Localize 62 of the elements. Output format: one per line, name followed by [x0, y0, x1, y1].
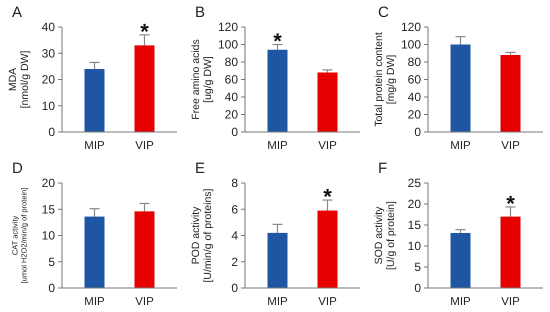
y-tick-label: 40	[42, 20, 56, 34]
y-tick-label: 0	[48, 125, 56, 140]
x-tick-label: MIP	[84, 296, 106, 308]
y-tick-label: 80	[224, 55, 238, 70]
y-tick-label: 0	[414, 281, 422, 296]
x-tick-label: VIP	[135, 140, 154, 152]
y-tick-label: 4	[231, 228, 238, 243]
y-tick-label: 15	[42, 202, 56, 216]
y-tick-label: 10	[408, 239, 422, 254]
x-tick-label: VIP	[501, 296, 520, 308]
y-tick-label: 30	[42, 46, 56, 60]
y-axis-title: MDA [nmol/g DW]	[7, 50, 31, 108]
y-tick-label: 100	[218, 38, 238, 52]
x-tick-label: MIP	[450, 296, 472, 308]
x-tick-label: MIP	[267, 296, 288, 308]
y-tick-label: 40	[408, 90, 422, 104]
x-tick-label: VIP	[318, 140, 338, 152]
y-tick-label: 6	[231, 202, 238, 216]
x-tick-label: VIP	[318, 296, 338, 308]
y-tick-label: 80	[408, 55, 422, 70]
annotation: *	[140, 18, 150, 44]
chart-title: A	[12, 4, 22, 21]
y-tick-label: 10	[42, 98, 56, 113]
y-tick-label: 20	[224, 108, 238, 122]
y-tick-label: 20	[408, 197, 422, 212]
y-tick-label: 0	[231, 125, 238, 140]
y-axis-title: Free amino acids [ug/g DW]	[190, 39, 214, 120]
y-tick-label: 5	[48, 254, 56, 269]
y-tick-label: 120	[218, 20, 238, 34]
y-tick-label: 0	[231, 281, 238, 296]
annotation: *	[273, 28, 282, 54]
x-tick-label: VIP	[135, 296, 154, 308]
y-tick-label: 20	[408, 108, 422, 122]
y-axis-title: SOD activity [U/g of protein]	[373, 200, 397, 270]
annotation: *	[506, 190, 516, 216]
y-tick-label: 60	[408, 72, 422, 87]
annotation: *	[323, 184, 332, 209]
x-tick-label: VIP	[501, 140, 520, 152]
y-axis-title: POD activity [U/min/g of proteins]	[190, 188, 214, 282]
y-tick-label: 100	[400, 38, 422, 52]
y-tick-label: 2	[231, 254, 238, 269]
y-tick-label: 8	[231, 176, 238, 190]
y-tick-label: 15	[408, 218, 422, 232]
chart-title: E	[195, 160, 206, 177]
y-tick-label: 20	[42, 72, 56, 87]
chart-title: C	[378, 4, 389, 21]
y-tick-label: 10	[42, 228, 56, 243]
x-tick-label: MIP	[450, 140, 472, 152]
chart-title: B	[195, 4, 206, 21]
y-tick-label: 0	[48, 281, 56, 296]
y-tick-label: 120	[400, 20, 422, 34]
y-tick-label: 0	[414, 125, 422, 140]
y-tick-label: 60	[224, 72, 238, 87]
x-tick-label: MIP	[84, 140, 106, 152]
x-tick-label: MIP	[267, 140, 288, 152]
y-tick-label: 5	[414, 260, 422, 274]
y-tick-label: 20	[42, 176, 56, 190]
y-tick-label: 40	[224, 90, 238, 104]
y-tick-label: 25	[408, 176, 422, 190]
chart-title: F	[378, 160, 388, 177]
chart-title: D	[12, 160, 23, 177]
y-axis-title: Total protein content [mg/g DW]	[373, 32, 397, 127]
